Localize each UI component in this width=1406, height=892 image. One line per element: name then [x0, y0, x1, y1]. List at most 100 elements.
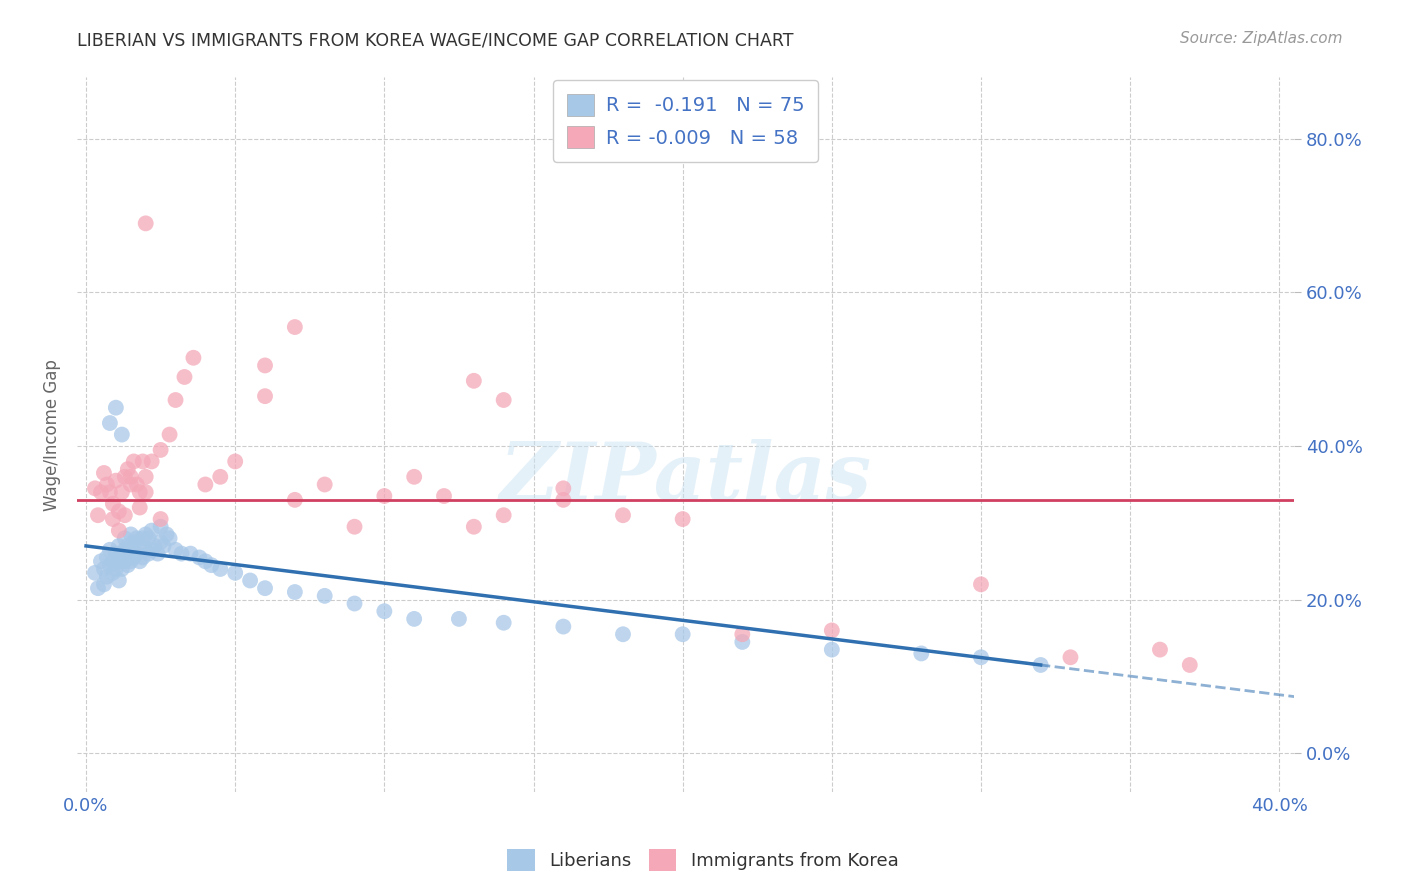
Point: [141, 524, 163, 538]
Point: [553, 481, 575, 495]
Point: [90, 485, 112, 500]
Point: [239, 574, 262, 588]
Point: [343, 520, 366, 534]
Point: [111, 427, 134, 442]
Point: [117, 558, 139, 573]
Point: [1029, 657, 1052, 672]
Point: [253, 389, 276, 403]
Point: [120, 542, 142, 557]
Point: [128, 500, 150, 515]
Point: [731, 635, 754, 649]
Point: [463, 374, 485, 388]
Point: [111, 547, 134, 561]
Point: [101, 554, 124, 568]
Point: [433, 489, 456, 503]
Point: [96, 477, 118, 491]
Point: [114, 554, 136, 568]
Point: [146, 547, 169, 561]
Point: [492, 615, 515, 630]
Point: [159, 427, 181, 442]
Point: [120, 554, 142, 568]
Point: [104, 562, 127, 576]
Point: [125, 477, 148, 491]
Point: [149, 535, 172, 549]
Point: [120, 527, 142, 541]
Text: LIBERIAN VS IMMIGRANTS FROM KOREA WAGE/INCOME GAP CORRELATION CHART: LIBERIAN VS IMMIGRANTS FROM KOREA WAGE/I…: [77, 31, 794, 49]
Point: [104, 547, 127, 561]
Point: [122, 550, 145, 565]
Point: [93, 562, 115, 576]
Point: [314, 477, 336, 491]
Point: [122, 535, 145, 549]
Point: [98, 485, 121, 500]
Point: [114, 470, 136, 484]
Point: [672, 512, 695, 526]
Point: [224, 454, 246, 468]
Point: [108, 524, 131, 538]
Point: [209, 562, 232, 576]
Point: [120, 477, 142, 491]
Point: [111, 485, 134, 500]
Point: [447, 612, 470, 626]
Legend: Liberians, Immigrants from Korea: Liberians, Immigrants from Korea: [501, 842, 905, 879]
Point: [492, 392, 515, 407]
Point: [138, 531, 160, 545]
Point: [152, 539, 174, 553]
Point: [194, 477, 217, 491]
Point: [104, 401, 127, 415]
Point: [1059, 650, 1081, 665]
Point: [224, 566, 246, 580]
Point: [314, 589, 336, 603]
Point: [104, 474, 127, 488]
Point: [170, 547, 193, 561]
Point: [672, 627, 695, 641]
Point: [84, 566, 107, 580]
Point: [188, 550, 211, 565]
Point: [108, 504, 131, 518]
Point: [209, 470, 232, 484]
Point: [98, 542, 121, 557]
Point: [132, 531, 155, 545]
Point: [200, 558, 222, 573]
Text: Source: ZipAtlas.com: Source: ZipAtlas.com: [1180, 31, 1343, 46]
Point: [135, 527, 157, 541]
Point: [253, 359, 276, 373]
Point: [138, 547, 160, 561]
Point: [910, 647, 932, 661]
Point: [149, 512, 172, 526]
Point: [155, 527, 177, 541]
Point: [165, 542, 187, 557]
Point: [101, 497, 124, 511]
Point: [253, 581, 276, 595]
Point: [117, 462, 139, 476]
Point: [135, 470, 157, 484]
Point: [135, 542, 157, 557]
Point: [612, 627, 634, 641]
Point: [149, 520, 172, 534]
Point: [284, 585, 307, 599]
Point: [98, 416, 121, 430]
Text: ZIPatlas: ZIPatlas: [499, 439, 872, 516]
Point: [970, 650, 993, 665]
Point: [731, 627, 754, 641]
Point: [87, 508, 110, 523]
Point: [132, 550, 155, 565]
Y-axis label: Wage/Income Gap: Wage/Income Gap: [44, 359, 60, 510]
Point: [194, 554, 217, 568]
Point: [149, 442, 172, 457]
Point: [125, 547, 148, 561]
Legend: R =  -0.191   N = 75, R = -0.009   N = 58: R = -0.191 N = 75, R = -0.009 N = 58: [554, 80, 818, 161]
Point: [87, 581, 110, 595]
Point: [284, 320, 307, 334]
Point: [612, 508, 634, 523]
Point: [128, 539, 150, 553]
Point: [108, 574, 131, 588]
Point: [404, 612, 426, 626]
Point: [553, 619, 575, 633]
Point: [463, 520, 485, 534]
Point: [159, 531, 181, 545]
Point: [183, 351, 205, 365]
Point: [114, 531, 136, 545]
Point: [821, 624, 844, 638]
Point: [141, 542, 163, 557]
